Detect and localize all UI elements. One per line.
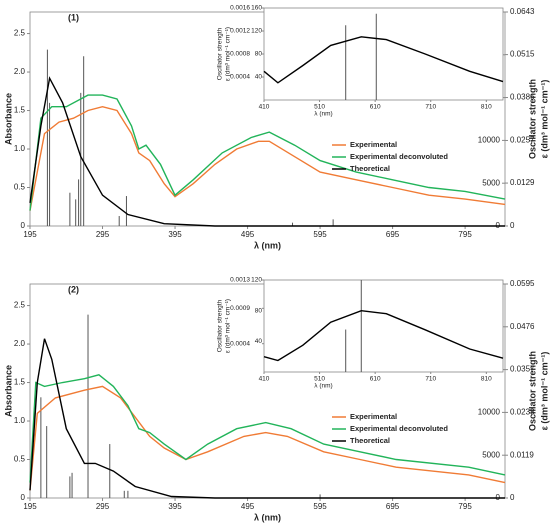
inset-y-tick-label: 0.0004 [230, 340, 250, 347]
inset-x-label: λ (nm) [314, 383, 332, 390]
x-tick-label: 195 [23, 230, 37, 239]
inset-curve [263, 309, 504, 362]
inset-y-tick-label: 0.0016 [230, 5, 250, 12]
series-line [29, 94, 506, 211]
inset-x-tick-label: 510 [314, 376, 325, 383]
series-line [29, 105, 506, 211]
x-tick-label: 295 [96, 230, 110, 239]
series-line [29, 385, 506, 491]
inset-x-label: λ (nm) [314, 111, 332, 118]
y-tick-label: 1.5 [14, 378, 26, 387]
y2-axis-label: Oscillator strength [527, 351, 537, 431]
inset-x-tick-label: 610 [370, 104, 381, 111]
x-tick-label: 595 [313, 230, 327, 239]
x-tick-label: 495 [241, 230, 255, 239]
y-axis-label: Absorbance [3, 365, 13, 417]
y3-tick-label: 10000 [478, 408, 501, 417]
y2-tick-label: 0.0386 [510, 93, 535, 102]
inset-frame [263, 7, 504, 101]
y2-tick-label: 0.0595 [510, 279, 535, 288]
y2-tick-label: 0.0476 [510, 322, 535, 331]
x-tick-label: 495 [241, 502, 255, 511]
inset-y2-tick-label: 40 [255, 338, 263, 345]
series-line [29, 338, 505, 499]
y3-axis-label: ε (dm³ mol⁻¹ cm⁻¹) [539, 80, 549, 159]
y-tick-label: 2.0 [14, 339, 26, 348]
y-tick-label: 0.5 [14, 183, 26, 192]
inset-y-label: Oscillator strength [217, 27, 224, 80]
x-tick-label: 795 [458, 230, 472, 239]
inset-y-label: Oscillator strength [217, 299, 224, 352]
x-axis-label: λ (nm) [254, 512, 281, 522]
legend-label: Experimental [350, 412, 397, 421]
y2-tick-label: 0.0257 [510, 136, 535, 145]
y-tick-label: 1.5 [14, 106, 26, 115]
x-tick-label: 595 [313, 502, 327, 511]
y3-tick-label: 5000 [482, 450, 500, 459]
legend-label: Experimental deconvoluted [350, 152, 448, 161]
y2-tick-label: 0.0129 [510, 178, 535, 187]
y-tick-label: 2.5 [14, 301, 26, 310]
inset-y-tick-label: 0.0013 [230, 277, 250, 284]
y2-tick-label: 0.0515 [510, 50, 535, 59]
x-tick-label: 395 [168, 230, 182, 239]
inset-y2-tick-label: 80 [255, 51, 263, 58]
y2-tick-label: 0.0357 [510, 365, 535, 374]
inset-x-tick-label: 810 [481, 104, 492, 111]
y3-axis-label: ε (dm³ mol⁻¹ cm⁻¹) [539, 352, 549, 431]
y-tick-label: 2.5 [14, 29, 26, 38]
inset-curve [263, 36, 504, 84]
inset-x-tick-label: 810 [481, 376, 492, 383]
y3-tick-label: 5000 [482, 178, 500, 187]
inset-y2-tick-label: 160 [251, 5, 262, 12]
x-tick-label: 195 [23, 502, 37, 511]
series-line [29, 76, 505, 227]
inset-x-tick-label: 410 [259, 376, 270, 383]
x-tick-label: 695 [386, 502, 400, 511]
inset-x-tick-label: 610 [370, 376, 381, 383]
x-axis-label: λ (nm) [254, 240, 281, 250]
x-tick-label: 295 [96, 502, 110, 511]
y2-tick-label: 0.0119 [510, 450, 534, 459]
y-tick-label: 0 [21, 221, 26, 230]
x-tick-label: 395 [168, 502, 182, 511]
legend-label: Experimental deconvoluted [350, 424, 448, 433]
inset-frame [263, 279, 504, 373]
y-tick-label: 0 [21, 493, 26, 502]
inset-y2-tick-label: 120 [251, 28, 262, 35]
inset-y2-tick-label: 80 [255, 307, 263, 314]
x-tick-label: 795 [458, 502, 472, 511]
inset-x-tick-label: 710 [425, 376, 436, 383]
inset-x-tick-label: 510 [314, 104, 325, 111]
y-tick-label: 0.5 [14, 455, 26, 464]
panel-label: (1) [68, 12, 79, 22]
y-tick-label: 2.0 [14, 67, 26, 76]
inset-y2-tick-label: 40 [255, 74, 263, 81]
inset-y2-label: ε (dm³ mol⁻¹ cm⁻¹) [225, 299, 232, 353]
panel-label: (2) [68, 284, 79, 294]
y2-tick-label: 0.0643 [510, 7, 535, 16]
inset-y2-tick-label: 120 [251, 277, 262, 284]
legend-label: Theoretical [350, 164, 390, 173]
y2-tick-label: 0 [510, 493, 515, 502]
inset-y-tick-label: 0.0008 [230, 51, 250, 58]
y-axis-label: Absorbance [3, 93, 13, 145]
y2-axis-label: Oscillator strength [527, 79, 537, 159]
legend-label: Theoretical [350, 436, 390, 445]
series-line [29, 374, 506, 483]
inset-x-tick-label: 410 [259, 104, 270, 111]
x-tick-label: 695 [386, 230, 400, 239]
y-tick-label: 1.0 [14, 416, 26, 425]
inset-y-tick-label: 0.0012 [230, 28, 250, 35]
y2-tick-label: 0.0238 [510, 408, 535, 417]
inset-y-tick-label: 0.0004 [230, 74, 250, 81]
y2-tick-label: 0 [510, 221, 515, 230]
inset-y2-label: ε (dm³ mol⁻¹ cm⁻¹) [225, 27, 232, 81]
legend-label: Experimental [350, 140, 397, 149]
inset-x-tick-label: 710 [425, 104, 436, 111]
y3-tick-label: 10000 [478, 136, 501, 145]
y-tick-label: 1.0 [14, 144, 26, 153]
inset-y-tick-label: 0.0009 [230, 305, 250, 312]
